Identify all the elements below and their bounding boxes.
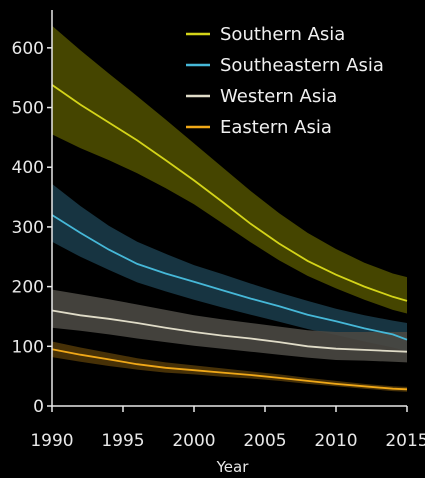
confidence-bands <box>52 25 407 392</box>
legend-label: Southern Asia <box>220 24 345 45</box>
eastern-asia-band <box>52 341 407 392</box>
y-tick-label: 0 <box>33 397 44 417</box>
x-tick-label: 1990 <box>30 431 73 451</box>
x-tick-label: 1995 <box>101 431 144 451</box>
y-tick-label: 300 <box>12 218 44 238</box>
western-asia-band <box>52 289 407 363</box>
x-tick-label: 2000 <box>172 431 215 451</box>
axes: 0 100 200 300 400 500 600 1990 1995 2000 2005 2010 2… <box>12 10 425 451</box>
x-tick-label: 2015 <box>385 431 425 451</box>
southeastern-asia-band <box>52 183 407 352</box>
series-lines <box>51 84 408 391</box>
y-tick-label: 400 <box>12 158 44 178</box>
southern-asia-line <box>51 84 408 302</box>
legend-label: Southeastern Asia <box>220 55 384 76</box>
y-tick-label: 600 <box>12 39 44 59</box>
y-tick-label: 200 <box>12 278 44 298</box>
western-asia-line <box>51 309 408 353</box>
eastern-asia-line <box>51 348 408 391</box>
legend-label: Western Asia <box>220 86 337 107</box>
southern-asia-band <box>52 25 407 314</box>
legend: Southern Asia Southeastern Asia Western As… <box>186 24 384 138</box>
southeastern-asia-line <box>51 214 408 341</box>
y-tick-label: 500 <box>12 99 44 119</box>
x-tick-label: 2005 <box>243 431 286 451</box>
x-axis-title: Year <box>216 458 250 476</box>
x-tick-label: 2010 <box>314 431 357 451</box>
legend-label: Eastern Asia <box>220 117 332 138</box>
y-tick-label: 100 <box>12 337 44 357</box>
